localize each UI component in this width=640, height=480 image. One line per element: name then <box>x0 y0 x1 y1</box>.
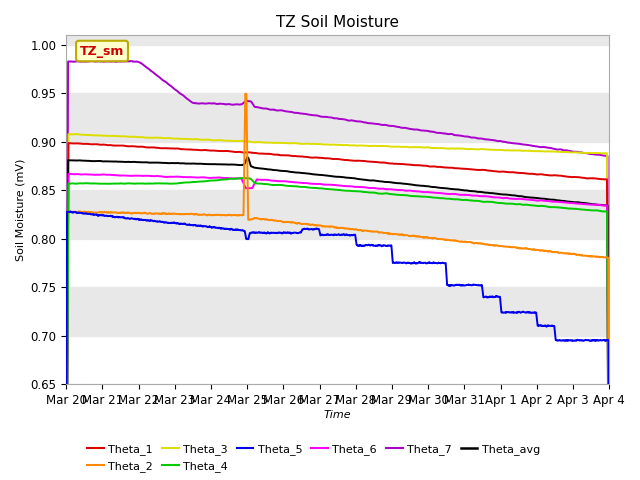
Theta_1 <box>595 176 602 182</box>
Line: Theta_5: Theta_5 <box>67 212 609 480</box>
Line: Theta_7: Theta_7 <box>67 61 609 480</box>
X-axis label: Time: Time <box>324 409 351 420</box>
Theta_2 <box>124 210 132 216</box>
Theta_4 <box>241 175 248 181</box>
Line: Theta_3: Theta_3 <box>67 134 609 480</box>
Theta_5 <box>67 209 74 215</box>
Theta_avg <box>595 202 602 208</box>
Legend: Theta_1, Theta_2, Theta_3, Theta_4, Theta_5, Theta_6, Theta_7, Theta_avg: Theta_1, Theta_2, Theta_3, Theta_4, Thet… <box>83 440 545 476</box>
Theta_6 <box>125 173 132 179</box>
Line: Theta_4: Theta_4 <box>67 178 609 480</box>
Theta_5 <box>294 230 302 236</box>
Theta_7 <box>595 152 602 157</box>
Theta_5 <box>125 216 132 221</box>
Theta_2 <box>536 248 544 254</box>
Theta_3 <box>294 141 302 146</box>
Theta_3 <box>536 148 544 154</box>
Theta_avg <box>536 196 544 202</box>
Theta_2 <box>157 211 164 216</box>
Theta_2 <box>294 220 302 226</box>
Theta_1 <box>65 140 72 146</box>
Bar <box>67 239 609 287</box>
Theta_avg <box>157 160 164 166</box>
Theta_5 <box>536 322 544 328</box>
Theta_5 <box>271 230 278 236</box>
Theta_4 <box>124 180 132 186</box>
Theta_1 <box>271 152 278 157</box>
Bar <box>67 336 609 384</box>
Theta_6 <box>67 171 74 177</box>
Theta_4 <box>294 184 302 190</box>
Theta_avg <box>271 167 278 173</box>
Theta_5 <box>157 219 164 225</box>
Theta_6 <box>271 178 278 184</box>
Theta_7 <box>125 59 132 64</box>
Theta_3 <box>72 131 79 137</box>
Theta_avg <box>243 154 251 160</box>
Theta_6 <box>536 197 544 203</box>
Theta_3 <box>595 150 602 156</box>
Theta_2 <box>271 217 278 223</box>
Theta_avg <box>294 169 302 175</box>
Bar <box>67 45 609 94</box>
Theta_3 <box>157 135 164 141</box>
Theta_7 <box>88 58 96 64</box>
Theta_6 <box>157 173 164 179</box>
Theta_3 <box>271 140 278 146</box>
Theta_7 <box>271 107 278 113</box>
Theta_2 <box>241 91 249 96</box>
Theta_1 <box>294 153 302 159</box>
Y-axis label: Soil Moisture (mV): Soil Moisture (mV) <box>15 158 25 261</box>
Theta_avg <box>124 159 132 165</box>
Theta_1 <box>125 144 132 149</box>
Line: Theta_6: Theta_6 <box>67 174 609 480</box>
Theta_7 <box>157 75 164 81</box>
Line: Theta_2: Theta_2 <box>67 94 609 480</box>
Theta_2 <box>595 254 602 260</box>
Theta_7 <box>294 110 302 116</box>
Theta_4 <box>157 180 164 186</box>
Theta_1 <box>157 145 164 151</box>
Title: TZ Soil Moisture: TZ Soil Moisture <box>276 15 399 30</box>
Theta_1 <box>536 171 544 177</box>
Bar <box>67 142 609 190</box>
Theta_6 <box>595 202 602 208</box>
Theta_4 <box>271 182 278 188</box>
Theta_6 <box>294 180 302 185</box>
Line: Theta_avg: Theta_avg <box>67 157 609 480</box>
Theta_5 <box>595 338 602 344</box>
Line: Theta_1: Theta_1 <box>67 143 609 480</box>
Text: TZ_sm: TZ_sm <box>80 45 124 58</box>
Theta_4 <box>536 203 544 209</box>
Theta_3 <box>125 134 132 140</box>
Theta_4 <box>595 208 602 214</box>
Theta_7 <box>536 144 544 150</box>
